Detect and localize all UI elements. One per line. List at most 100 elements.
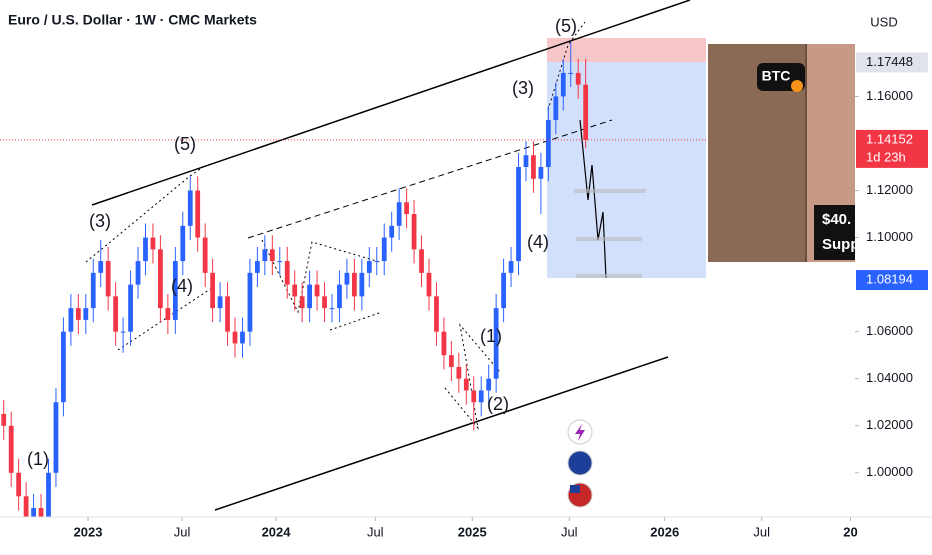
candle-body <box>210 272 216 309</box>
candle-body <box>120 331 126 333</box>
candle-body <box>202 237 208 273</box>
candle-body <box>456 366 462 379</box>
candle-body <box>463 378 469 391</box>
candle-body <box>172 261 178 320</box>
ad-text: Supp <box>822 236 860 253</box>
y-tick-label: 1.06000 <box>866 323 913 338</box>
candle-body <box>411 214 417 250</box>
wave-label: (1) <box>27 449 49 469</box>
triangle <box>261 239 381 314</box>
candle-body <box>314 284 320 297</box>
candle-body <box>83 308 89 320</box>
wave-label: (4) <box>171 276 193 296</box>
candle-body <box>396 202 402 226</box>
candle-body <box>501 272 506 309</box>
candle-body <box>560 72 566 97</box>
candle-body <box>351 272 357 297</box>
candle-body <box>471 390 477 403</box>
x-tick-label: 20 <box>843 524 857 539</box>
x-tick-label: Jul <box>174 524 191 539</box>
candle-body <box>113 296 119 332</box>
btc-icon <box>791 80 803 92</box>
candle-body <box>262 249 268 262</box>
candle-body <box>1 413 7 426</box>
candle-body <box>225 296 230 332</box>
y-tick-label: 1.10000 <box>866 229 913 244</box>
channel-bottom <box>214 356 669 511</box>
candle-body <box>165 308 171 320</box>
candle-body <box>359 272 365 297</box>
candle-body <box>404 202 409 215</box>
wave-label: (2) <box>487 394 509 414</box>
candle-body <box>426 272 432 297</box>
event-icon <box>575 424 585 441</box>
event-icons[interactable] <box>567 419 593 508</box>
candle-body <box>180 225 186 262</box>
x-tick-label: Jul <box>367 524 384 539</box>
candle-body <box>277 261 283 263</box>
candle-body <box>46 472 51 517</box>
candle-body <box>344 272 350 285</box>
event-icon[interactable] <box>567 450 593 476</box>
candle-body <box>299 296 305 309</box>
stop-zone <box>547 38 706 62</box>
ad-overlay[interactable]: BTC $40. Supp <box>708 44 860 262</box>
plot-area <box>0 0 855 517</box>
candle-body <box>255 261 260 273</box>
candle-body <box>583 84 589 140</box>
wedge <box>117 287 213 351</box>
candle-body <box>61 331 66 403</box>
candle-body <box>531 155 536 179</box>
candle-body <box>187 190 193 226</box>
y-tick-label: 1.02000 <box>866 417 913 432</box>
level <box>576 237 642 241</box>
candle-body <box>8 425 14 473</box>
ad-text: $40. <box>822 211 851 228</box>
dashed-trend <box>247 119 613 239</box>
wave-label: (1) <box>480 326 502 346</box>
x-tick-label: 2023 <box>74 524 103 539</box>
candle-body <box>16 472 22 497</box>
wave-label: (4) <box>527 232 549 252</box>
candle-body <box>493 308 499 379</box>
candle-body <box>478 390 484 403</box>
price-label-box <box>856 52 928 73</box>
candle-body <box>240 331 245 344</box>
wave-label: (3) <box>89 211 111 231</box>
ad-text: BTC <box>762 68 791 84</box>
candle-body <box>105 261 111 297</box>
candle-body <box>128 284 133 332</box>
candle-body <box>135 261 141 285</box>
y-tick-label: 1.00000 <box>866 464 913 479</box>
candle-body <box>508 261 514 273</box>
candle-body <box>486 378 492 391</box>
candle-body <box>568 72 574 74</box>
candle-body <box>381 237 387 262</box>
candle-body <box>98 261 104 273</box>
candle-body <box>75 308 81 320</box>
projection <box>579 119 607 279</box>
candle-body <box>217 296 223 309</box>
candle-body <box>389 225 395 238</box>
candle-body <box>419 249 424 273</box>
wave-guide <box>444 323 501 430</box>
candle-body <box>516 167 521 262</box>
candle-body <box>545 119 551 168</box>
price-label-box <box>856 270 928 291</box>
candle-body <box>374 261 380 263</box>
event-icon <box>570 485 580 493</box>
candle-body <box>329 308 335 310</box>
level <box>576 274 642 278</box>
chart-title: Euro / U.S. Dollar · 1W · CMC Markets <box>8 12 257 28</box>
channel-top <box>91 0 691 206</box>
wave-label: (3) <box>512 78 534 98</box>
candle-body <box>366 261 372 273</box>
currency: USD <box>870 14 897 29</box>
x-tick-label: Jul <box>561 524 578 539</box>
x-tick-label: Jul <box>753 524 770 539</box>
x-tick-label: 2024 <box>262 524 292 539</box>
candle-body <box>307 284 313 309</box>
candle-body <box>292 284 298 297</box>
candle-body <box>38 508 44 517</box>
ad-badge <box>814 205 855 260</box>
